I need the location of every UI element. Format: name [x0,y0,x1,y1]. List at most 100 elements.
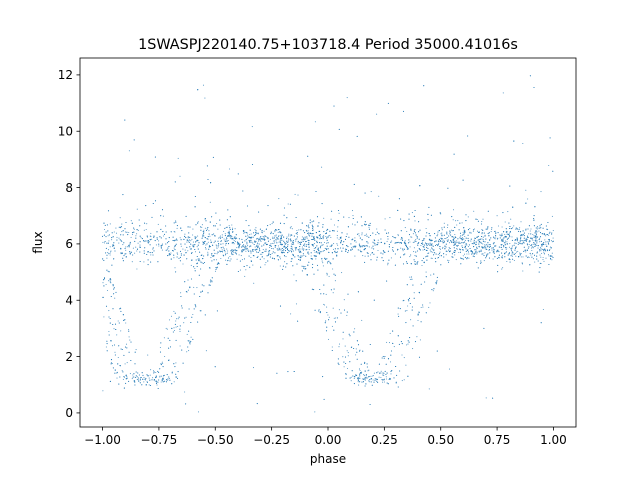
data-point [327,314,329,316]
data-point [201,262,203,264]
data-point [228,232,230,234]
data-point [400,247,402,249]
data-point [114,369,116,371]
data-point [469,227,471,230]
data-point [226,248,228,250]
data-point [136,268,138,270]
data-point [189,343,191,345]
data-point [308,240,310,242]
data-point [392,235,394,238]
data-point [284,243,286,245]
data-point [346,97,348,99]
data-point [304,243,306,245]
data-point [470,238,472,240]
data-point [377,244,379,246]
data-point [112,367,114,369]
data-point [453,247,455,249]
data-point [164,355,166,358]
data-point [523,232,525,234]
data-point [305,249,307,251]
data-point [538,227,540,229]
data-point [174,312,176,314]
data-point [307,243,309,245]
data-point [108,280,110,282]
data-point [448,368,451,370]
data-point [543,260,545,262]
data-point [207,226,209,229]
data-point [519,231,521,233]
data-point [461,242,463,244]
data-point [173,363,175,365]
data-point [125,221,127,224]
data-point [280,236,282,238]
data-point [468,244,470,246]
data-point [244,231,246,233]
data-point [539,236,542,238]
data-point [162,235,165,237]
data-point [150,369,152,371]
data-point [329,245,331,247]
data-point [222,243,224,245]
data-point [107,235,109,237]
data-point [374,378,376,380]
data-point [489,245,491,247]
data-point [375,234,377,236]
data-point [428,306,430,308]
data-point [426,255,428,257]
data-point [267,240,269,243]
data-point [267,237,269,239]
data-point [354,239,356,242]
data-point [215,268,217,270]
data-point [226,263,228,265]
data-point [192,338,194,340]
data-point [118,383,120,385]
data-point [384,370,386,372]
data-point [231,248,233,251]
data-point [183,322,185,324]
data-point [279,256,281,258]
data-point [274,245,276,247]
data-point [368,381,370,383]
data-point [207,238,209,240]
data-point [426,232,428,234]
data-point [218,263,220,265]
data-point [528,256,530,258]
data-point [257,243,259,245]
data-point [174,239,176,241]
data-point [325,235,327,238]
data-point [186,291,188,293]
data-point [165,243,167,245]
data-point [485,257,487,259]
data-point [125,322,127,324]
data-point [227,235,229,237]
data-point [209,201,211,203]
data-point [468,257,470,259]
data-point [423,237,425,240]
data-point [249,229,251,231]
data-point [258,240,260,242]
data-point [109,322,111,324]
data-point [534,236,537,238]
data-point [491,249,493,251]
data-point [308,253,310,255]
data-point [168,359,170,361]
data-point [504,253,506,255]
data-point [476,230,479,232]
data-point [167,378,169,380]
data-point [400,218,402,220]
data-point [522,233,524,236]
data-point [312,238,314,241]
data-point [168,237,170,239]
data-point [385,376,387,378]
data-point [179,328,181,330]
data-point [473,228,476,230]
data-point [161,244,163,246]
data-point [240,255,242,257]
data-point [237,173,239,175]
data-point [142,378,144,380]
data-point [319,288,321,291]
data-point [324,322,326,324]
data-point [280,238,283,240]
data-point [116,236,118,238]
data-point [146,253,148,256]
